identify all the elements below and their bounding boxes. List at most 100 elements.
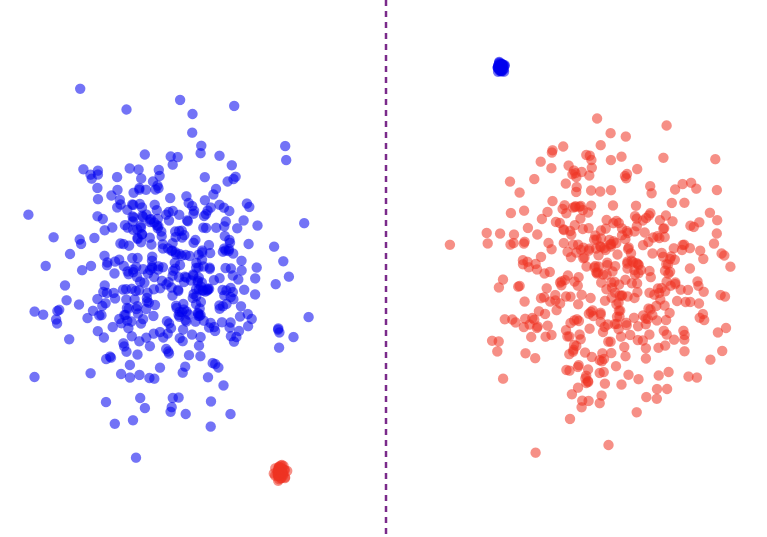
scatter-point-right-red (569, 276, 580, 287)
scatter-point-left-blue (124, 163, 135, 174)
scatter-point-left-blue (177, 367, 188, 378)
scatter-point-right-red (572, 382, 584, 393)
scatter-point-left-blue (228, 336, 240, 347)
scatter-point-right-red (660, 340, 671, 351)
scatter-point-left-blue (167, 245, 178, 256)
scatter-point-right-red (605, 128, 616, 139)
scatter-point-left-blue (220, 216, 231, 227)
scatter-point-left-blue (234, 311, 246, 322)
scatter-point-right-red (610, 361, 622, 372)
scatter-point-right-red (531, 264, 543, 275)
scatter-point-left-blue (118, 338, 129, 349)
scatter-point-left-blue (154, 170, 165, 182)
scatter-point-right-red (614, 290, 625, 301)
scatter-point-left-blue (92, 211, 103, 222)
scatter-point-left-blue (63, 334, 75, 345)
scatter-point-right-red (583, 223, 594, 234)
scatter-point-right-red (602, 257, 613, 268)
scatter-point-right-red (684, 263, 696, 274)
scatter-point-left-blue (144, 341, 156, 352)
scatter-point-right-red (620, 234, 631, 245)
scatter-point-left-blue (78, 164, 89, 175)
scatter-point-left-blue (178, 304, 189, 315)
scatter-point-left-blue (106, 190, 117, 201)
scatter-point-left-blue (109, 268, 120, 279)
scatter-point-right-red (651, 383, 663, 395)
scatter-point-left-blue (273, 323, 284, 334)
scatter-point-left-blue (210, 358, 221, 370)
scatter-point-left-blue (186, 329, 198, 340)
scatter-point-right-red (616, 223, 628, 234)
scatter-point-left-blue (92, 194, 104, 205)
scatter-point-left-blue (228, 173, 239, 185)
scatter-point-left-blue (163, 206, 174, 218)
scatter-point-left-blue (214, 273, 225, 284)
scatter-point-right-red (720, 322, 732, 334)
scatter-point-right-red (564, 349, 575, 360)
scatter-point-left-blue (121, 302, 133, 314)
scatter-point-right-red (599, 378, 611, 389)
scatter-point-left-blue (161, 343, 172, 355)
scatter-point-right-red (535, 156, 546, 167)
scatter-point-right-red (630, 200, 642, 211)
scatter-point-right-red (550, 289, 561, 301)
scatter-point-right-red (620, 351, 631, 362)
scatter-point-right-red (659, 223, 670, 234)
scatter-point-left-blue (144, 264, 156, 276)
scatter-point-right-red (605, 336, 616, 347)
scatter-point-right-red (519, 296, 530, 307)
scatter-point-right-red (571, 186, 582, 198)
scatter-point-right-red (564, 413, 576, 425)
scatter-point-left-blue (107, 321, 118, 333)
scatter-point-left-blue (180, 249, 191, 261)
scatter-point-right-red (704, 207, 716, 218)
scatter-point-left-blue (278, 256, 289, 267)
scatter-point-right-red (567, 239, 579, 250)
scatter-point-left-blue (229, 100, 240, 112)
scatter-point-right-red (710, 154, 721, 165)
scatter-point-right-red (711, 184, 723, 196)
scatter-point-right-red (508, 229, 520, 240)
scatter-point-left-blue (233, 325, 245, 337)
scatter-point-right-red (587, 305, 598, 316)
scatter-point-right-red (530, 353, 541, 364)
scatter-point-left-blue (76, 265, 88, 276)
scatter-point-right-red (679, 197, 690, 208)
scatter-point-right-red (628, 312, 640, 323)
scatter-point-left-blue (193, 340, 205, 351)
scatter-point-left-blue (239, 284, 250, 295)
scatter-point-right-red (682, 284, 694, 296)
scatter-point-left-blue (250, 273, 261, 284)
scatter-point-left-blue (165, 192, 176, 204)
scatter-point-right-red (583, 245, 595, 256)
scatter-point-left-blue (190, 283, 202, 295)
scatter-point-left-blue (158, 332, 169, 343)
scatter-point-left-blue (165, 323, 177, 334)
scatter-point-right-red (596, 390, 607, 401)
scatter-point-right-red (620, 131, 631, 142)
scatter-point-right-red (698, 253, 709, 265)
scatter-point-right-red (603, 439, 614, 451)
scatter-point-right-red (520, 313, 531, 324)
scatter-point-right-red (644, 329, 655, 340)
scatter-point-right-red (593, 250, 604, 261)
scatter-point-left-blue (156, 231, 167, 242)
scatter-point-right-red (712, 215, 723, 226)
scatter-point-right-red (694, 217, 705, 228)
scatter-point-left-blue (94, 310, 105, 321)
scatter-point-left-blue (149, 299, 161, 311)
scatter-point-left-blue (166, 282, 177, 293)
scatter-point-right-red (595, 186, 606, 197)
scatter-point-left-blue (163, 215, 175, 226)
scatter-point-left-blue (226, 160, 237, 171)
scatter-point-left-blue (205, 396, 217, 407)
scatter-point-left-blue (214, 303, 225, 314)
scatter-point-right-red (637, 240, 649, 251)
scatter-point-left-blue (73, 299, 85, 310)
scatter-point-right-red (542, 206, 553, 218)
scatter-point-right-red (678, 325, 689, 336)
scatter-point-left-blue (211, 222, 222, 233)
scatter-point-right-red (679, 334, 690, 345)
